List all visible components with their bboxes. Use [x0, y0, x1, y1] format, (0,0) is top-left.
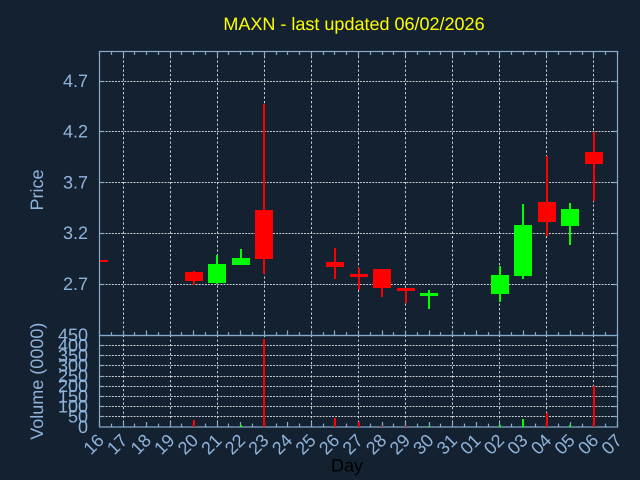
- svg-text:150: 150: [58, 386, 88, 406]
- svg-text:100: 100: [58, 396, 88, 416]
- svg-text:350: 350: [58, 346, 88, 366]
- svg-text:2.7: 2.7: [63, 274, 88, 294]
- svg-text:400: 400: [58, 335, 88, 355]
- svg-text:50: 50: [68, 407, 88, 427]
- svg-text:250: 250: [58, 366, 88, 386]
- svg-text:Volume (0000): Volume (0000): [27, 323, 47, 440]
- svg-text:Day: Day: [331, 456, 363, 476]
- svg-text:Price: Price: [27, 169, 47, 210]
- svg-text:3.2: 3.2: [63, 223, 88, 243]
- svg-text:4.2: 4.2: [63, 122, 88, 142]
- svg-text:MAXN - last updated 06/02/2026: MAXN - last updated 06/02/2026: [223, 14, 484, 34]
- svg-text:3.7: 3.7: [63, 172, 88, 192]
- svg-text:300: 300: [58, 356, 88, 376]
- svg-text:450: 450: [58, 325, 88, 345]
- svg-text:4.7: 4.7: [63, 71, 88, 91]
- svg-text:0: 0: [78, 417, 88, 437]
- svg-text:200: 200: [58, 376, 88, 396]
